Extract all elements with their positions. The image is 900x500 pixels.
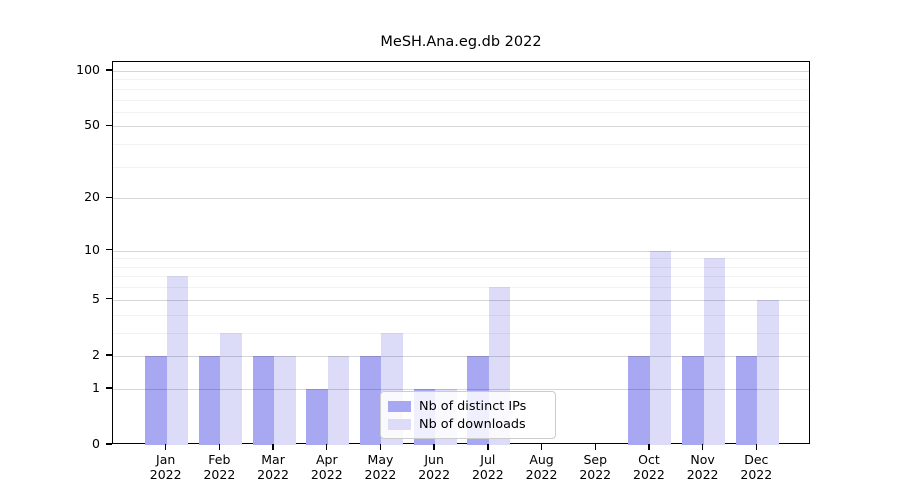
- bar-jan-downloads: [166, 276, 189, 445]
- legend-item-distinct-ips: Nb of distinct IPs: [388, 397, 547, 415]
- bar-dec-downloads: [757, 299, 779, 445]
- bar-nov-ips: [682, 355, 704, 445]
- x-tick-year: 2022: [740, 467, 773, 482]
- x-tick-mark: [326, 444, 328, 450]
- x-tick-label-jan: Jan 2022: [139, 452, 193, 482]
- distinct-ips-swatch: [388, 400, 411, 412]
- x-tick-label-apr: Apr 2022: [300, 452, 354, 482]
- bar-oct-downloads: [649, 250, 672, 445]
- gridline-minor: [113, 111, 809, 113]
- gridline-minor: [113, 88, 809, 90]
- y-tick-mark: [106, 443, 112, 445]
- bar-mar-downloads: [274, 355, 296, 445]
- x-tick-year: 2022: [310, 467, 343, 482]
- x-tick-mark: [540, 444, 543, 450]
- x-tick-mark: [701, 444, 704, 450]
- legend-label: Nb of downloads: [419, 416, 526, 432]
- gridline-major: [113, 250, 809, 252]
- x-tick-label-feb: Feb 2022: [192, 452, 246, 482]
- grid-layer: [113, 62, 809, 443]
- bar-jan-ips: [145, 355, 167, 445]
- bar-apr-downloads: [327, 355, 350, 445]
- x-tick-label-oct: Oct 2022: [622, 452, 676, 482]
- gridline-major: [113, 71, 809, 72]
- x-tick-mark: [433, 444, 435, 450]
- y-tick-label-0: 0: [92, 436, 100, 451]
- y-tick-mark: [106, 69, 112, 71]
- legend-label: Nb of distinct IPs: [419, 398, 527, 414]
- x-tick-label-nov: Nov 2022: [676, 452, 730, 482]
- y-tick-label-20: 20: [84, 189, 100, 205]
- y-tick-label-50: 50: [84, 117, 100, 133]
- y-tick-label-2: 2: [92, 346, 100, 362]
- gridline-minor: [113, 144, 809, 146]
- x-tick-mark: [272, 444, 274, 450]
- gridline-minor: [113, 166, 809, 168]
- x-tick-year: 2022: [257, 467, 289, 482]
- y-tick-label-10: 10: [84, 241, 100, 257]
- x-tick-year: 2022: [525, 467, 558, 482]
- x-tick-mark: [487, 444, 489, 450]
- bar-nov-downloads: [703, 258, 726, 445]
- x-tick-mark: [755, 444, 757, 450]
- gridline-major: [113, 198, 809, 200]
- x-tick-year: 2022: [418, 467, 451, 482]
- y-tick-mark: [106, 124, 112, 127]
- gridline-minor: [113, 266, 809, 268]
- x-tick-year: 2022: [149, 467, 182, 482]
- x-tick-label-dec: Dec 2022: [729, 452, 783, 482]
- y-tick-label-100: 100: [76, 62, 100, 77]
- gridline-minor: [113, 258, 809, 260]
- y-tick-label-1: 1: [92, 379, 100, 395]
- chart-title: MeSH.Ana.eg.db 2022: [380, 34, 542, 50]
- x-tick-year: 2022: [633, 467, 665, 482]
- x-tick-label-sep: Sep 2022: [568, 452, 622, 482]
- downloads-swatch: [388, 418, 411, 430]
- gridline-minor: [113, 276, 809, 278]
- x-tick-year: 2022: [471, 467, 504, 482]
- x-tick-year: 2022: [579, 467, 612, 482]
- x-tick-label-jun: Jun 2022: [407, 452, 461, 482]
- gridline-major: [113, 299, 809, 301]
- legend: Nb of distinct IPs Nb of downloads: [380, 391, 556, 439]
- x-tick-label-aug: Aug 2022: [515, 452, 569, 482]
- bar-may-ips: [359, 355, 382, 445]
- gridline-minor: [113, 79, 809, 81]
- gridline-minor: [113, 332, 809, 334]
- gridline-minor: [113, 287, 809, 289]
- bar-dec-ips: [735, 355, 758, 445]
- y-tick-mark: [106, 298, 112, 300]
- y-tick-mark: [106, 387, 112, 389]
- gridline-major: [113, 388, 809, 390]
- bar-mar-ips: [252, 355, 275, 445]
- y-tick-label-5: 5: [92, 290, 100, 306]
- bar-feb-downloads: [220, 332, 242, 445]
- x-tick-label-jul: Jul 2022: [461, 452, 515, 482]
- x-tick-mark: [594, 444, 596, 450]
- bar-feb-ips: [198, 355, 221, 445]
- plot-area: [112, 61, 810, 445]
- bar-apr-ips: [306, 388, 328, 445]
- gridline-minor: [113, 314, 809, 316]
- y-tick-mark: [106, 248, 112, 251]
- y-tick-mark: [106, 196, 112, 198]
- x-tick-year: 2022: [686, 467, 719, 482]
- x-tick-year: 2022: [364, 467, 397, 482]
- y-tick-mark: [106, 354, 112, 356]
- x-tick-label-may: May 2022: [353, 452, 407, 482]
- gridline-major: [113, 355, 809, 357]
- bar-oct-ips: [628, 355, 650, 445]
- x-tick-label-mar: Mar 2022: [246, 452, 300, 482]
- gridline-major: [113, 126, 809, 128]
- x-tick-mark: [218, 444, 221, 450]
- gridline-minor: [113, 99, 809, 101]
- x-tick-mark: [379, 444, 382, 450]
- x-tick-mark: [164, 444, 167, 450]
- legend-item-downloads: Nb of downloads: [388, 415, 547, 433]
- x-tick-mark: [648, 444, 650, 450]
- x-tick-year: 2022: [203, 467, 236, 482]
